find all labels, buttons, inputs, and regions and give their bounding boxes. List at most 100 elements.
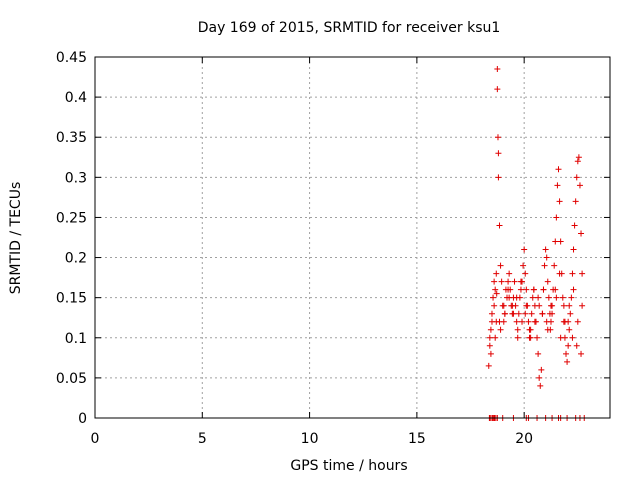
- data-point: [540, 286, 547, 293]
- data-point: [572, 198, 579, 205]
- data-point: [506, 294, 513, 301]
- data-point: [498, 278, 505, 285]
- data-point: [494, 86, 501, 93]
- data-point: [513, 294, 520, 301]
- data-point: [488, 310, 495, 317]
- data-point: [553, 294, 560, 301]
- y-tick-label: 0: [78, 411, 87, 427]
- data-point: [487, 326, 494, 333]
- data-point: [527, 334, 534, 341]
- data-point: [552, 238, 559, 245]
- data-point: [553, 214, 560, 221]
- data-point: [495, 174, 502, 181]
- data-point: [545, 294, 552, 301]
- data-point: [505, 286, 512, 293]
- data-point: [570, 246, 577, 253]
- data-point: [493, 290, 500, 297]
- data-point: [555, 166, 562, 173]
- plot-frame: [94, 56, 611, 419]
- data-point: [496, 222, 503, 229]
- data-point: [522, 270, 529, 277]
- y-tick-label: 0.2: [65, 251, 87, 267]
- data-point: [492, 286, 499, 293]
- data-point: [566, 326, 573, 333]
- grid-lines: [95, 57, 610, 418]
- data-point: [487, 350, 494, 357]
- data-point: [574, 158, 581, 165]
- data-point: [528, 310, 535, 317]
- data-point: [491, 278, 498, 285]
- data-point: [486, 334, 493, 341]
- data-point: [566, 302, 573, 309]
- data-point: [522, 310, 529, 317]
- data-point: [514, 326, 521, 333]
- data-point: [541, 262, 548, 269]
- x-tick-label: 20: [515, 431, 533, 447]
- data-point: [571, 222, 578, 229]
- data-point: [579, 302, 586, 309]
- data-point: [530, 286, 537, 293]
- data-point: [568, 294, 575, 301]
- data-point: [543, 318, 550, 325]
- data-point: [494, 134, 501, 141]
- data-point: [536, 374, 543, 381]
- data-point: [523, 302, 530, 309]
- data-point: [579, 270, 586, 277]
- x-tick-label: 15: [408, 431, 426, 447]
- data-point: [515, 310, 522, 317]
- data-point: [505, 278, 512, 285]
- data-point: [536, 302, 543, 309]
- axis-ticks: 0 0.05 0.1 0.15 0.2 0.25 0.3 0.35 0.4 0.45 0 5 10 15 2…: [56, 50, 610, 447]
- data-point: [565, 318, 572, 325]
- data-point: [551, 262, 558, 269]
- data-point: [519, 318, 526, 325]
- data-point: [563, 350, 570, 357]
- x-tick-label: 5: [198, 431, 207, 447]
- data-point: [506, 270, 513, 277]
- data-point: [559, 294, 566, 301]
- data-point: [554, 182, 561, 189]
- data-point: [538, 366, 545, 373]
- data-point: [493, 270, 500, 277]
- data-point: [575, 154, 582, 161]
- y-tick-label: 0.15: [56, 291, 87, 307]
- data-point: [547, 302, 554, 309]
- data-point: [567, 310, 574, 317]
- x-axis-label: GPS time / hours: [290, 458, 407, 474]
- data-point: [497, 326, 504, 333]
- y-tick-label: 0.45: [56, 50, 87, 66]
- data-point: [492, 334, 499, 341]
- data-point: [578, 230, 585, 237]
- y-tick-label: 0.4: [65, 90, 87, 106]
- data-point: [494, 66, 501, 73]
- data-point: [500, 302, 507, 309]
- data-point: [510, 310, 517, 317]
- data-point: [514, 334, 521, 341]
- data-point: [574, 318, 581, 325]
- data-point: [535, 294, 542, 301]
- data-point: [570, 286, 577, 293]
- data-point: [513, 318, 520, 325]
- data-point: [573, 342, 580, 349]
- data-point: [517, 278, 524, 285]
- data-point: [557, 334, 564, 341]
- data-point: [486, 342, 493, 349]
- data-point: [497, 262, 504, 269]
- data-point: [542, 246, 549, 253]
- data-point: [520, 262, 527, 269]
- data-point: [544, 278, 551, 285]
- data-point: [531, 318, 538, 325]
- x-tick-label: 10: [301, 431, 319, 447]
- data-point: [496, 318, 503, 325]
- data-point: [490, 294, 497, 301]
- data-point: [521, 246, 528, 253]
- data-point: [557, 238, 564, 245]
- data-point: [539, 310, 546, 317]
- data-point: [549, 310, 556, 317]
- y-tick-label: 0.05: [56, 371, 87, 387]
- x-tick-label: 0: [91, 431, 100, 447]
- data-point: [485, 362, 492, 369]
- y-tick-label: 0.35: [56, 130, 87, 146]
- data-point: [526, 326, 533, 333]
